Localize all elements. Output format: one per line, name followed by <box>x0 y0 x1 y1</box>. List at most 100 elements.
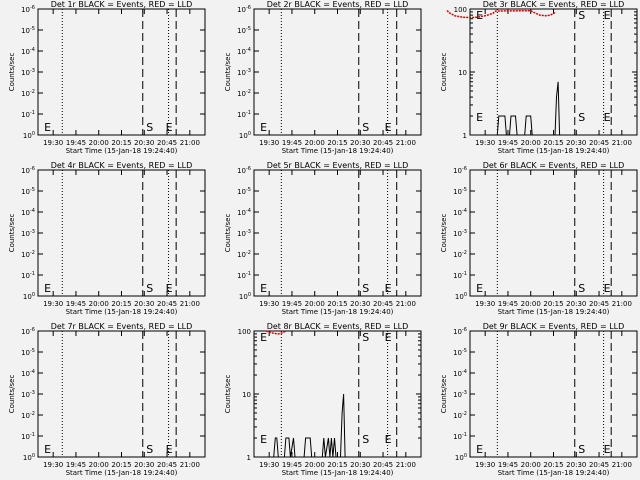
end-marker: E <box>476 9 483 22</box>
end-marker: E <box>385 433 392 446</box>
detector-panel: Det 2r BLACK = Events, RED = LLD 100 10-1 1… <box>224 0 422 155</box>
y-tick-label: 10-2 <box>237 250 251 259</box>
y-tick-label: 10-6 <box>453 327 467 336</box>
y-tick-label: 100 <box>23 292 35 301</box>
panel-title: Det 1r BLACK = Events, RED = LLD <box>51 0 193 9</box>
detector-panel: Det 4r BLACK = Events, RED = LLD 100 10-1 1… <box>8 161 206 316</box>
x-tick-label: 20:00 <box>89 300 109 308</box>
y-axis-label: Counts/sec <box>224 53 232 92</box>
y-tick-label: 10-4 <box>21 369 35 378</box>
panel-title: Det 5r BLACK = Events, RED = LLD <box>267 161 409 170</box>
x-tick-label: 20:45 <box>373 139 393 147</box>
end-marker: E <box>44 443 51 456</box>
y-tick-label: 10-1 <box>453 271 467 280</box>
x-tick-label: 20:30 <box>566 461 586 469</box>
detector-panel: Det 6r BLACK = Events, RED = LLD 100 10-1 1… <box>440 161 638 316</box>
x-tick-label: 19:45 <box>66 461 86 469</box>
end-marker: E <box>260 433 267 446</box>
x-axis-label: Start Time (15-Jan-18 19:24:40) <box>498 469 610 477</box>
x-axis-label: Start Time (15-Jan-18 19:24:40) <box>66 469 178 477</box>
x-tick-label: 20:30 <box>134 139 154 147</box>
x-tick-label: 20:15 <box>111 461 131 469</box>
end-marker: E <box>260 331 267 344</box>
y-tick-label: 10-5 <box>21 187 35 196</box>
y-tick-label: 10-6 <box>21 5 35 14</box>
x-axis-label: Start Time (15-Jan-18 19:24:40) <box>66 308 178 316</box>
y-tick-label: 10 <box>458 69 467 77</box>
events-series-line <box>470 81 561 136</box>
y-tick-label: 10-5 <box>21 26 35 35</box>
x-axis-label: Start Time (15-Jan-18 19:24:40) <box>282 308 394 316</box>
y-axis-label: Counts/sec <box>8 53 16 92</box>
y-tick-label: 10-1 <box>21 432 35 441</box>
y-tick-label: 10-3 <box>453 229 467 238</box>
y-tick-label: 100 <box>455 292 467 301</box>
start-marker: S <box>362 331 369 344</box>
end-marker: E <box>385 121 392 134</box>
x-tick-label: 19:45 <box>498 139 518 147</box>
y-tick-label: 10-3 <box>453 390 467 399</box>
start-marker: S <box>362 282 369 295</box>
x-axis-label: Start Time (15-Jan-18 19:24:40) <box>498 308 610 316</box>
x-tick-label: 20:30 <box>134 461 154 469</box>
y-tick-label: 10 <box>242 391 251 399</box>
y-tick-label: 10-5 <box>453 348 467 357</box>
y-tick-label: 10-3 <box>21 229 35 238</box>
x-tick-label: 19:30 <box>259 139 279 147</box>
y-tick-label: 10-6 <box>453 166 467 175</box>
start-marker: S <box>362 433 369 446</box>
x-tick-label: 20:00 <box>305 300 325 308</box>
end-marker: E <box>260 282 267 295</box>
plot-frame <box>253 330 422 458</box>
x-tick-label: 20:45 <box>589 461 609 469</box>
plot-frame <box>253 8 422 136</box>
plot-frame <box>253 169 422 297</box>
y-tick-label: 10-1 <box>453 432 467 441</box>
x-axis-label: Start Time (15-Jan-18 19:24:40) <box>66 147 178 155</box>
x-tick-label: 20:00 <box>521 461 541 469</box>
y-tick-label: 10-4 <box>453 369 467 378</box>
start-marker: S <box>578 443 585 456</box>
x-tick-label: 20:45 <box>373 461 393 469</box>
x-tick-label: 19:30 <box>475 300 495 308</box>
y-axis-label: Counts/sec <box>440 214 448 253</box>
start-marker: S <box>146 443 153 456</box>
y-tick-label: 10-2 <box>237 89 251 98</box>
panel-title: Det 9r BLACK = Events, RED = LLD <box>483 322 625 331</box>
y-tick-label: 10-3 <box>21 390 35 399</box>
detector-panel: Det 8r BLACK = Events, RED = LLD 1 10 100 Co… <box>224 322 422 477</box>
x-tick-label: 20:00 <box>89 461 109 469</box>
y-tick-label: 10-2 <box>453 411 467 420</box>
plot-frame <box>469 330 638 458</box>
y-axis-label: Counts/sec <box>224 214 232 253</box>
x-axis-label: Start Time (15-Jan-18 19:24:40) <box>282 147 394 155</box>
end-marker: E <box>385 331 392 344</box>
end-marker: E <box>166 443 173 456</box>
x-tick-label: 19:45 <box>282 300 302 308</box>
y-axis-label: Counts/sec <box>8 214 16 253</box>
y-tick-label: 100 <box>239 131 251 140</box>
y-tick-label: 10-4 <box>453 208 467 217</box>
start-marker: S <box>578 111 585 124</box>
y-tick-label: 10-4 <box>21 208 35 217</box>
detector-panel: Det 7r BLACK = Events, RED = LLD 100 10-1 1… <box>8 322 206 477</box>
y-axis-label: Counts/sec <box>224 375 232 414</box>
y-tick-label: 10-5 <box>237 187 251 196</box>
x-tick-label: 20:15 <box>327 139 347 147</box>
end-marker: E <box>476 282 483 295</box>
x-tick-label: 20:15 <box>111 139 131 147</box>
x-tick-label: 19:45 <box>282 461 302 469</box>
x-tick-label: 21:00 <box>612 139 632 147</box>
panel-title: Det 2r BLACK = Events, RED = LLD <box>267 0 409 9</box>
y-tick-label: 1 <box>463 132 467 140</box>
x-tick-label: 19:30 <box>259 300 279 308</box>
y-tick-label: 10-2 <box>21 89 35 98</box>
y-tick-label: 10-3 <box>237 229 251 238</box>
y-tick-label: 10-1 <box>21 110 35 119</box>
start-marker: S <box>146 282 153 295</box>
x-tick-label: 21:00 <box>180 461 200 469</box>
y-tick-label: 10-2 <box>21 250 35 259</box>
panel-title: Det 6r BLACK = Events, RED = LLD <box>483 161 625 170</box>
x-tick-label: 20:30 <box>134 300 154 308</box>
end-marker: E <box>44 121 51 134</box>
